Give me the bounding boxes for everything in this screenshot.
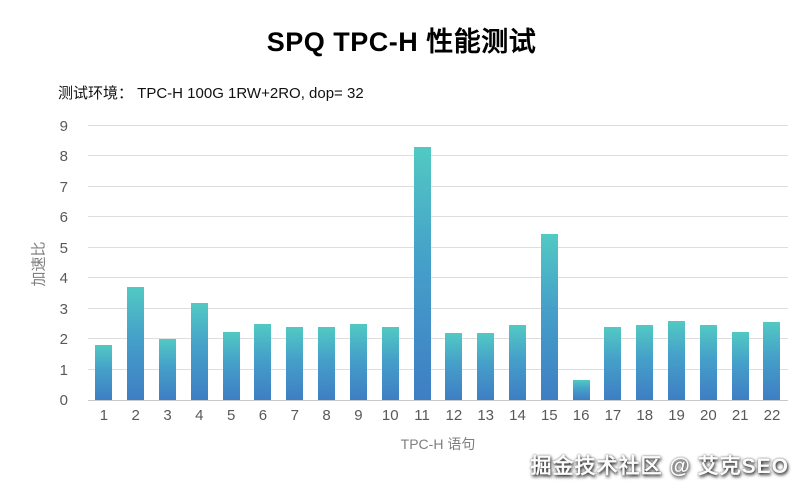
bar-column bbox=[88, 127, 120, 400]
x-tick-label: 12 bbox=[445, 407, 463, 424]
x-tick-label: 10 bbox=[381, 407, 399, 424]
gridline bbox=[88, 125, 788, 126]
bar-column bbox=[215, 127, 247, 400]
gridline bbox=[88, 216, 788, 218]
bar-q1 bbox=[95, 345, 113, 400]
y-tick-label: 8 bbox=[59, 148, 68, 166]
bar-q17 bbox=[604, 326, 622, 400]
gridline bbox=[88, 368, 788, 370]
y-tick-label: 5 bbox=[59, 239, 68, 257]
gridline bbox=[88, 155, 788, 157]
bar-column bbox=[279, 127, 311, 400]
bar-column bbox=[438, 127, 470, 400]
bar-q3 bbox=[159, 339, 177, 400]
bar-q2 bbox=[127, 287, 145, 400]
bar-q19 bbox=[668, 320, 686, 400]
x-tick-label: 11 bbox=[414, 407, 430, 424]
y-tick-label: 3 bbox=[59, 300, 68, 318]
gridline bbox=[88, 338, 788, 340]
x-tick-label: 16 bbox=[572, 407, 590, 424]
bar-q5 bbox=[222, 331, 240, 400]
bar-column bbox=[724, 127, 756, 400]
y-tick-label: 0 bbox=[59, 392, 68, 409]
x-tick-label: 8 bbox=[322, 407, 331, 424]
bar-column bbox=[597, 127, 629, 400]
x-tick-label: 4 bbox=[195, 407, 204, 424]
bar-q15 bbox=[540, 234, 558, 400]
x-tick-label: 17 bbox=[604, 407, 622, 424]
bar-q8 bbox=[318, 326, 336, 400]
bar-q7 bbox=[286, 326, 304, 400]
gridline bbox=[88, 277, 788, 279]
bar-column bbox=[406, 127, 438, 400]
watermark: 掘金技术社区 @ 艾克SEO bbox=[530, 455, 789, 478]
bar-column bbox=[183, 127, 215, 400]
x-tick-label: 18 bbox=[636, 407, 654, 424]
bar-column bbox=[343, 127, 375, 400]
x-tick-label: 14 bbox=[509, 407, 526, 424]
bar-column bbox=[374, 127, 406, 400]
y-tick-label: 6 bbox=[59, 209, 68, 227]
x-tick-label: 5 bbox=[226, 407, 236, 424]
y-tick-label: 4 bbox=[59, 270, 68, 288]
bar-q4 bbox=[190, 302, 208, 400]
bar-q18 bbox=[636, 325, 654, 400]
y-tick-label: 7 bbox=[59, 178, 68, 196]
y-axis-tick-labels: 0 1 2 3 4 5 6 7 8 9 bbox=[0, 119, 80, 409]
x-tick-label: 6 bbox=[258, 407, 268, 424]
bar-q6 bbox=[254, 323, 272, 400]
bar-column bbox=[152, 127, 184, 400]
bar-column bbox=[756, 127, 788, 400]
bar-q11 bbox=[413, 147, 431, 400]
chart-subtitle: 测试环境： TPC-H 100G 1RW+2RO, dop= 32 bbox=[58, 85, 364, 102]
x-tick-label: 22 bbox=[763, 407, 781, 424]
gridline bbox=[88, 307, 788, 309]
bar-column bbox=[311, 127, 343, 400]
bar-q22 bbox=[763, 322, 781, 400]
bar-q10 bbox=[381, 326, 399, 400]
chart-title: SPQ TPC-H 性能测试 bbox=[266, 27, 537, 57]
bar-q20 bbox=[699, 325, 717, 400]
bar-column bbox=[629, 127, 661, 400]
bar-series bbox=[88, 127, 788, 400]
gridline bbox=[88, 185, 788, 187]
bar-column bbox=[247, 127, 279, 400]
bar-column bbox=[470, 127, 502, 400]
bar-q9 bbox=[349, 323, 367, 400]
bar-column bbox=[533, 127, 565, 400]
bar-q12 bbox=[445, 333, 463, 400]
x-tick-label: 7 bbox=[290, 407, 299, 424]
bar-q13 bbox=[477, 333, 495, 400]
x-tick-label: 21 bbox=[731, 407, 749, 424]
y-tick-label: 1 bbox=[59, 361, 68, 379]
bar-q16 bbox=[572, 380, 590, 400]
x-tick-label: 20 bbox=[700, 407, 717, 424]
x-tick-label: 9 bbox=[354, 407, 363, 424]
x-axis-title: TPC-H 语句 bbox=[400, 436, 476, 452]
bar-column bbox=[120, 127, 152, 400]
bar-column bbox=[692, 127, 724, 400]
x-axis-tick-labels: 1 2 3 4 5 6 7 8 9 10 11 12 13 14 15 16 17 18 19 20 21 22 bbox=[88, 407, 788, 424]
x-tick-label: 3 bbox=[163, 407, 172, 424]
bar-q21 bbox=[731, 331, 749, 400]
bar-column bbox=[565, 127, 597, 400]
x-tick-label: 15 bbox=[540, 407, 558, 424]
x-tick-label: 1 bbox=[99, 407, 109, 424]
x-tick-label: 13 bbox=[477, 407, 494, 424]
bar-column bbox=[661, 127, 693, 400]
bar-column bbox=[502, 127, 534, 400]
bar-q14 bbox=[508, 325, 526, 400]
gridline bbox=[88, 246, 788, 248]
x-tick-label: 2 bbox=[131, 407, 140, 424]
y-tick-label: 2 bbox=[59, 331, 68, 349]
plot-area bbox=[88, 125, 788, 401]
x-tick-label: 19 bbox=[668, 407, 685, 424]
y-tick-label: 9 bbox=[59, 118, 68, 135]
